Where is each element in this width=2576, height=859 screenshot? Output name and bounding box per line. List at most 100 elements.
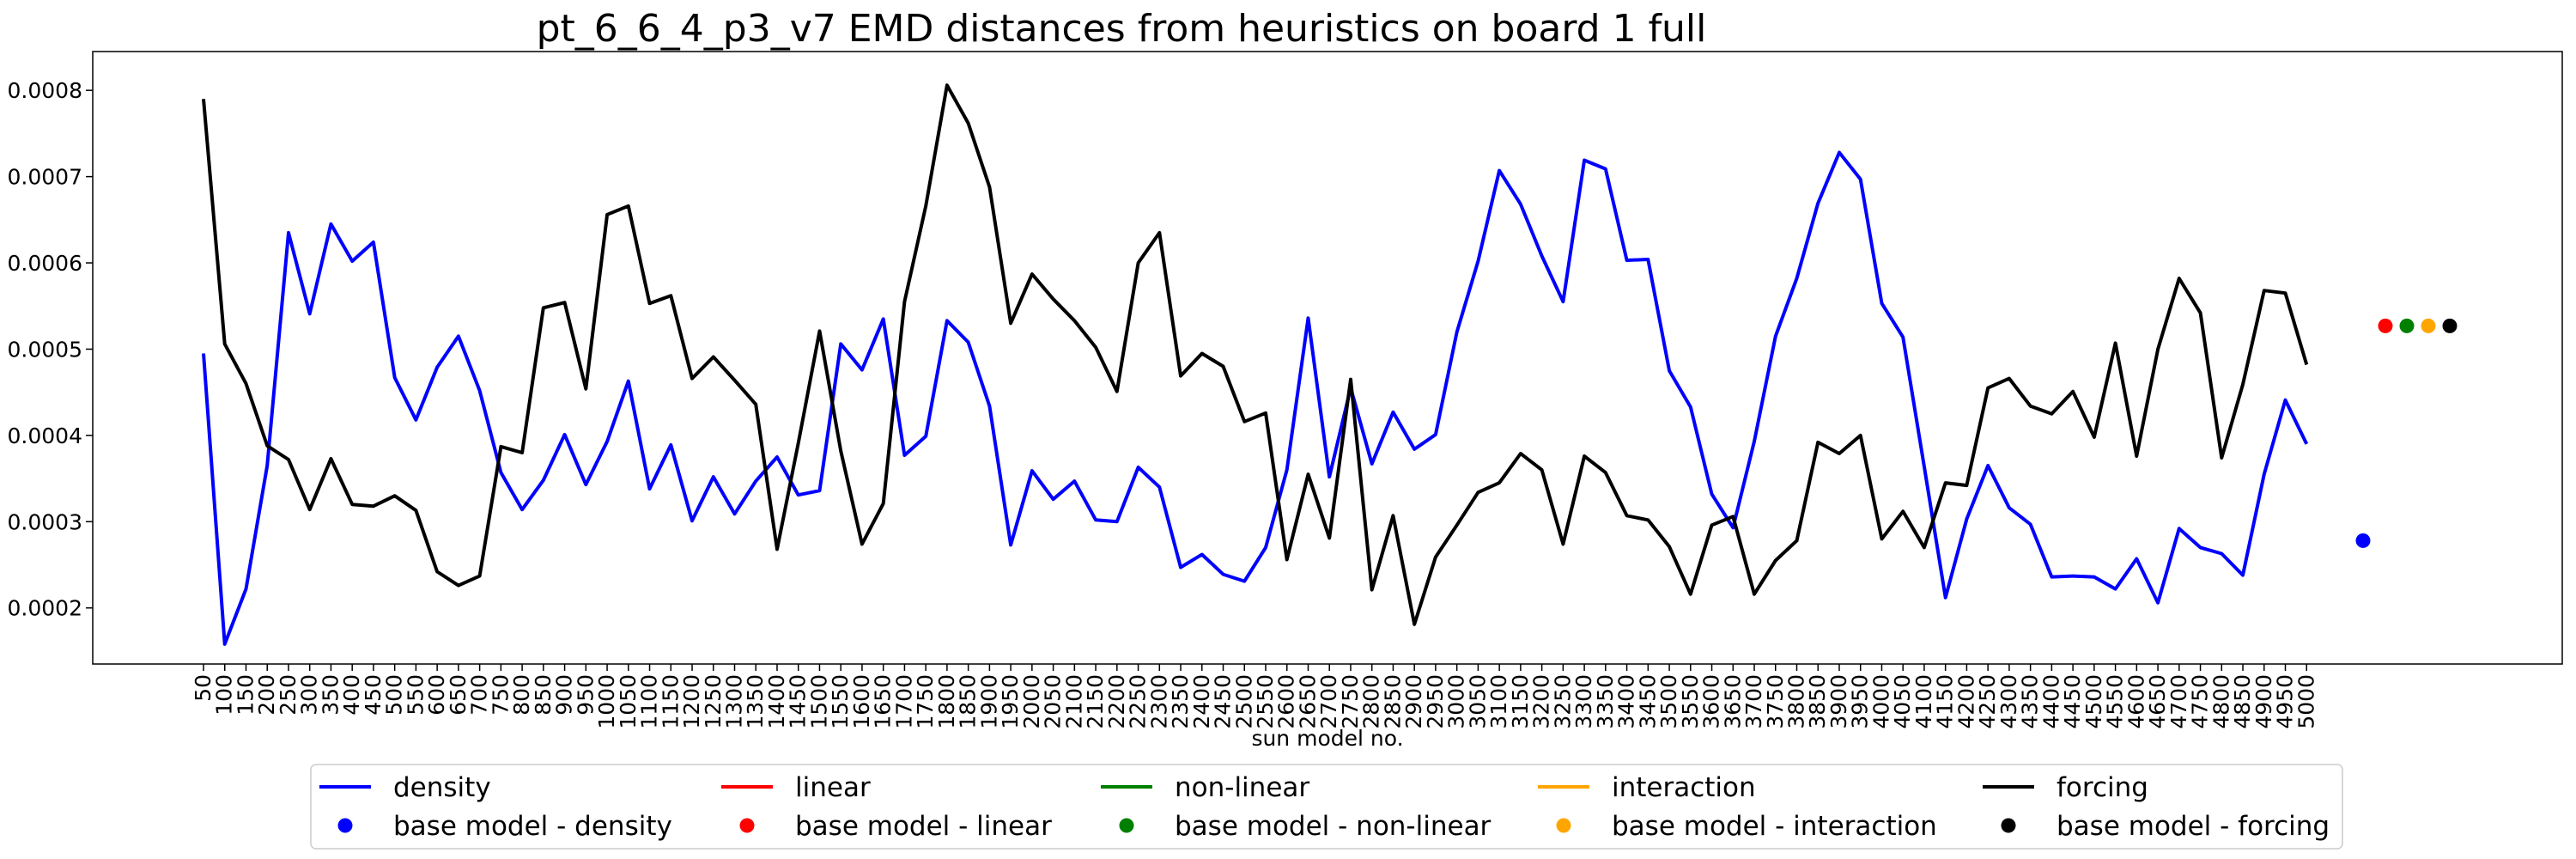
x-tick-label: 3700 <box>1741 674 1766 729</box>
x-tick-label: 950 <box>573 674 598 716</box>
legend-label: non-linear <box>1175 772 1309 803</box>
x-tick-label: 650 <box>446 674 471 716</box>
x-tick-label: 1000 <box>594 674 619 729</box>
x-tick-label: 3050 <box>1465 674 1490 729</box>
x-tick-label: 2400 <box>1189 674 1214 729</box>
x-tick-label: 4150 <box>1933 674 1958 729</box>
x-tick-label: 3000 <box>1444 674 1469 729</box>
legend-swatch-dot <box>2001 818 2016 833</box>
legend-box <box>310 764 2343 850</box>
x-tick-label: 600 <box>424 674 449 716</box>
point-base-model-linear <box>2378 318 2393 333</box>
x-tick-label: 2750 <box>1338 674 1363 729</box>
x-tick-label: 4500 <box>2081 674 2106 729</box>
x-tick-label: 4650 <box>2145 674 2170 729</box>
x-tick-label: 4300 <box>1996 674 2021 729</box>
x-tick-label: 3500 <box>1656 674 1681 729</box>
x-tick-label: 550 <box>403 674 428 716</box>
x-tick-label: 2900 <box>1401 674 1426 729</box>
legend-label: base model - interaction <box>1612 811 1937 842</box>
x-tick-label: 3900 <box>1826 674 1851 729</box>
x-tick-label: 2350 <box>1168 674 1193 729</box>
legend-label: base model - forcing <box>2057 811 2330 842</box>
x-tick-label: 1500 <box>806 674 831 729</box>
x-tick-label: 1800 <box>934 674 959 729</box>
x-tick-label: 1900 <box>976 674 1001 729</box>
point-base-model-density <box>2355 533 2371 548</box>
x-tick-label: 2700 <box>1316 674 1341 729</box>
x-tick-label: 800 <box>509 674 534 716</box>
x-tick-label: 2800 <box>1359 674 1384 729</box>
x-tick-label: 1850 <box>956 674 981 729</box>
x-tick-label: 2000 <box>1019 674 1044 729</box>
x-tick-label: 500 <box>382 674 407 716</box>
x-tick-label: 1100 <box>637 674 662 729</box>
plot-area <box>92 51 2563 665</box>
y-tick-label: 0.0006 <box>8 251 82 276</box>
y-tick-label: 0.0002 <box>8 596 82 621</box>
x-tick-label: 2650 <box>1295 674 1320 729</box>
x-tick-label: 200 <box>254 674 279 716</box>
x-tick-label: 3750 <box>1763 674 1788 729</box>
legend-label: forcing <box>2057 772 2148 803</box>
x-tick-label: 4900 <box>2251 674 2276 729</box>
x-tick-label: 1400 <box>764 674 789 729</box>
x-tick-label: 4050 <box>1890 674 1915 729</box>
x-tick-label: 2550 <box>1253 674 1278 729</box>
x-tick-label: 4250 <box>1975 674 2000 729</box>
x-tick-label: 3550 <box>1678 674 1703 729</box>
base-model-points <box>2355 318 2458 548</box>
x-axis-label: sun model no. <box>1251 726 1403 751</box>
legend-label: base model - non-linear <box>1175 811 1492 842</box>
x-tick-label: 1150 <box>658 674 683 729</box>
x-tick-label: 2050 <box>1041 674 1066 729</box>
x-tick-label: 4950 <box>2273 674 2298 729</box>
x-tick-label: 1650 <box>871 674 896 729</box>
x-tick-label: 3250 <box>1550 674 1575 729</box>
legend-swatch-dot <box>739 818 755 833</box>
x-tick-label: 1950 <box>998 674 1023 729</box>
y-tick-label: 0.0003 <box>8 509 82 534</box>
x-tick-label: 3800 <box>1784 674 1809 729</box>
x-tick-label: 3950 <box>1848 674 1873 729</box>
x-tick-label: 1350 <box>743 674 768 729</box>
x-tick-label: 100 <box>212 674 237 716</box>
legend-label: base model - density <box>393 811 672 842</box>
x-tick-label: 900 <box>552 674 577 716</box>
x-tick-label: 2150 <box>1083 674 1108 729</box>
x-tick-label: 5000 <box>2293 674 2318 729</box>
x-tick-label: 300 <box>297 674 322 716</box>
series-line-density <box>202 150 2309 646</box>
x-tick-label: 3650 <box>1720 674 1745 729</box>
legend-swatch-dot <box>1556 818 1571 833</box>
x-tick-label: 1700 <box>891 674 916 729</box>
series-layer <box>202 83 2309 646</box>
point-base-model-interaction <box>2421 318 2436 333</box>
x-tick-label: 4200 <box>1953 674 1978 729</box>
x-tick-label: 2950 <box>1423 674 1448 729</box>
x-tick-label: 4550 <box>2103 674 2128 729</box>
x-tick-label: 50 <box>191 674 216 702</box>
x-tick-label: 4350 <box>2018 674 2043 729</box>
x-tick-label: 3400 <box>1614 674 1639 729</box>
x-tick-label: 350 <box>318 674 343 716</box>
x-tick-label: 850 <box>531 674 556 716</box>
x-tick-label: 3450 <box>1635 674 1660 729</box>
y-axis: 0.0002 0.0003 0.0004 0.0005 0.0006 0.0007 0.00… <box>8 78 93 621</box>
x-tick-label: 2450 <box>1211 674 1236 729</box>
x-tick-label: 2200 <box>1104 674 1129 729</box>
x-tick-label: 450 <box>361 674 386 716</box>
x-tick-label: 4000 <box>1868 674 1893 729</box>
x-tick-label: 4750 <box>2188 674 2213 729</box>
x-tick-label: 1200 <box>679 674 704 729</box>
chart-title: pt_6_6_4_p3_v7 EMD distances from heuris… <box>537 7 1707 51</box>
legend-label: linear <box>795 772 871 803</box>
x-tick-label: 2100 <box>1061 674 1086 729</box>
x-axis: 5010015020025030035040045050055060065070… <box>191 664 2318 729</box>
x-tick-label: 250 <box>276 674 301 716</box>
legend-label: base model - linear <box>795 811 1052 842</box>
point-base-model-non-linear <box>2399 318 2415 333</box>
x-tick-label: 4850 <box>2230 674 2255 729</box>
x-tick-label: 700 <box>467 674 492 716</box>
x-tick-label: 1250 <box>701 674 726 729</box>
